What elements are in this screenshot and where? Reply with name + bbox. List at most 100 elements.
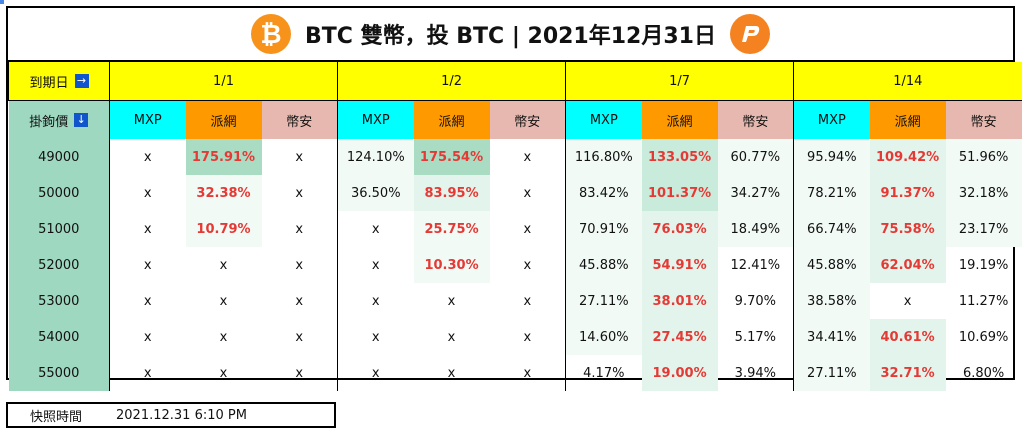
exchange-pionex-header: 派網 bbox=[185, 100, 262, 139]
snapshot-time-box: 快照時間 2021.12.31 6:10 PM bbox=[6, 402, 336, 428]
rate-cell: 38.58% bbox=[793, 283, 870, 319]
rate-cell: x bbox=[109, 247, 186, 283]
table-row: 53000 x x x x x x 27.11% 38.01% 9.70% 38.58% x 11.27… bbox=[8, 283, 1022, 319]
strike-price-cell: 52000 bbox=[8, 247, 110, 283]
title-bar: ₿ BTC 雙幣，投 BTC | 2021年12月31日 bbox=[8, 8, 1013, 62]
rate-cell: 78.21% bbox=[793, 175, 870, 211]
rate-cell: 101.37% bbox=[641, 175, 718, 211]
rate-cell: 27.11% bbox=[565, 283, 642, 319]
page-title: BTC 雙幣，投 BTC | 2021年12月31日 bbox=[305, 24, 716, 49]
rate-cell: 34.41% bbox=[793, 319, 870, 355]
rate-cell: 32.38% bbox=[185, 175, 262, 211]
exchange-binance-header: 幣安 bbox=[945, 100, 1022, 139]
rate-cell: x bbox=[109, 211, 186, 247]
rate-cell: x bbox=[219, 257, 228, 273]
exchange-pionex-header: 派網 bbox=[641, 100, 718, 139]
rate-cell: 45.88% bbox=[793, 247, 870, 283]
rate-cell: 19.19% bbox=[958, 257, 1009, 273]
rate-cell: x bbox=[219, 293, 228, 309]
rate-cell: x bbox=[295, 329, 304, 345]
rate-cell: x bbox=[109, 319, 186, 355]
expiry-date-row: 到期日 → 1/1 1/2 1/7 1/14 bbox=[8, 62, 1022, 101]
rate-cell: 91.37% bbox=[869, 175, 946, 211]
rate-cell: 6.80% bbox=[962, 365, 1005, 381]
rate-cell: 32.71% bbox=[869, 355, 946, 391]
rate-cell: 62.04% bbox=[869, 247, 946, 283]
table-row: 50000 x 32.38% x 36.50% 83.95% x 83.42% 101.37% 3… bbox=[8, 175, 1022, 211]
rate-cell: x bbox=[295, 365, 304, 381]
rate-cell: 83.42% bbox=[565, 175, 642, 211]
rate-cell: 66.74% bbox=[793, 211, 870, 247]
rate-cell: x bbox=[219, 329, 228, 345]
rate-cell: 4.17% bbox=[565, 355, 642, 391]
table-row: 55000 x x x x x x 4.17% 19.00% 3.94% 27.11% 32.71% 6… bbox=[8, 355, 1022, 391]
rate-cell: 11.27% bbox=[958, 293, 1009, 309]
rate-cell: x bbox=[337, 247, 414, 283]
expiry-date-cell: 1/1 bbox=[108, 62, 338, 101]
strike-price-cell: 50000 bbox=[8, 175, 110, 211]
rate-cell: 76.03% bbox=[641, 211, 718, 247]
rate-cell: 5.17% bbox=[734, 329, 776, 345]
exchange-mxp-header: MXP bbox=[565, 100, 642, 139]
rate-cell: x bbox=[523, 257, 532, 273]
rate-cell: 70.91% bbox=[565, 211, 642, 247]
pionex-logo-icon bbox=[729, 14, 770, 54]
rate-cell: 18.49% bbox=[717, 211, 794, 247]
exchange-pionex-header: 派網 bbox=[869, 100, 946, 139]
arrow-right-icon: → bbox=[74, 74, 89, 88]
rate-cell: 27.11% bbox=[793, 355, 870, 391]
expiry-label: 到期日 bbox=[29, 75, 69, 91]
rate-cell: x bbox=[337, 211, 414, 247]
rate-cell: 27.45% bbox=[641, 319, 718, 355]
rate-cell: x bbox=[295, 293, 304, 309]
expiry-date-cell: 1/14 bbox=[793, 62, 1022, 101]
rate-cell: 36.50% bbox=[337, 175, 414, 211]
rate-cell: x bbox=[523, 365, 532, 381]
strike-price-cell: 55000 bbox=[8, 355, 110, 391]
rate-cell: 10.69% bbox=[958, 329, 1009, 345]
rate-cell: x bbox=[447, 365, 456, 381]
rate-cell: 10.79% bbox=[185, 211, 262, 247]
rate-cell: x bbox=[523, 221, 532, 237]
table-row: 49000 x 175.91% x 124.10% 175.54% x 116.80% 133.… bbox=[8, 139, 1022, 175]
table-row: 52000 x x x x 10.30% x 45.88% 54.91% 12.41% 45.88%… bbox=[8, 247, 1022, 283]
yield-table: 到期日 → 1/1 1/2 1/7 1/14 掛鉤價 ↓ MXP 派網 幣安 MXP 派網 幣安 MXP 派網… bbox=[8, 62, 1022, 391]
rate-cell: 124.10% bbox=[337, 139, 414, 175]
rate-cell: 12.41% bbox=[730, 257, 781, 273]
rate-cell: 32.18% bbox=[945, 175, 1022, 211]
rate-cell: x bbox=[109, 283, 186, 319]
bitcoin-icon: ₿ bbox=[251, 14, 291, 54]
rate-cell: 109.42% bbox=[869, 139, 946, 175]
selection-handle bbox=[0, 0, 4, 4]
snapshot-value: 2021.12.31 6:10 PM bbox=[116, 407, 247, 423]
table-row: 54000 x x x x x x 14.60% 27.45% 5.17% 34.41% 40.61%… bbox=[8, 319, 1022, 355]
rate-cell: 40.61% bbox=[869, 319, 946, 355]
rate-cell: x bbox=[523, 329, 532, 345]
exchange-header-row: 掛鉤價 ↓ MXP 派網 幣安 MXP 派網 幣安 MXP 派網 幣安 MXP 派網 幣安 bbox=[8, 100, 1022, 139]
arrow-down-icon: ↓ bbox=[74, 113, 89, 127]
rate-cell: 51.96% bbox=[945, 139, 1022, 175]
rate-cell: 175.91% bbox=[185, 139, 262, 175]
expiry-header: 到期日 → bbox=[8, 62, 110, 101]
rate-cell: 116.80% bbox=[565, 139, 642, 175]
strike-price-cell: 53000 bbox=[8, 283, 110, 319]
rate-cell: 9.70% bbox=[734, 293, 776, 309]
exchange-mxp-header: MXP bbox=[337, 100, 414, 139]
exchange-mxp-header: MXP bbox=[109, 100, 186, 139]
rate-cell: 45.88% bbox=[565, 247, 642, 283]
rate-cell: x bbox=[337, 283, 414, 319]
rate-cell: x bbox=[109, 139, 186, 175]
expiry-date-cell: 1/2 bbox=[337, 62, 566, 101]
strike-price-cell: 54000 bbox=[8, 319, 110, 355]
rate-cell: x bbox=[295, 185, 304, 201]
rate-cell: x bbox=[337, 319, 414, 355]
rate-cell: x bbox=[523, 149, 532, 165]
rate-cell: 19.00% bbox=[641, 355, 718, 391]
exchange-binance-header: 幣安 bbox=[261, 100, 338, 139]
exchange-binance-header: 幣安 bbox=[717, 100, 794, 139]
rate-cell: 23.17% bbox=[945, 211, 1022, 247]
rate-cell: 10.30% bbox=[413, 247, 490, 283]
rate-cell: 83.95% bbox=[413, 175, 490, 211]
rate-cell: 95.94% bbox=[793, 139, 870, 175]
rate-cell: 175.54% bbox=[413, 139, 490, 175]
